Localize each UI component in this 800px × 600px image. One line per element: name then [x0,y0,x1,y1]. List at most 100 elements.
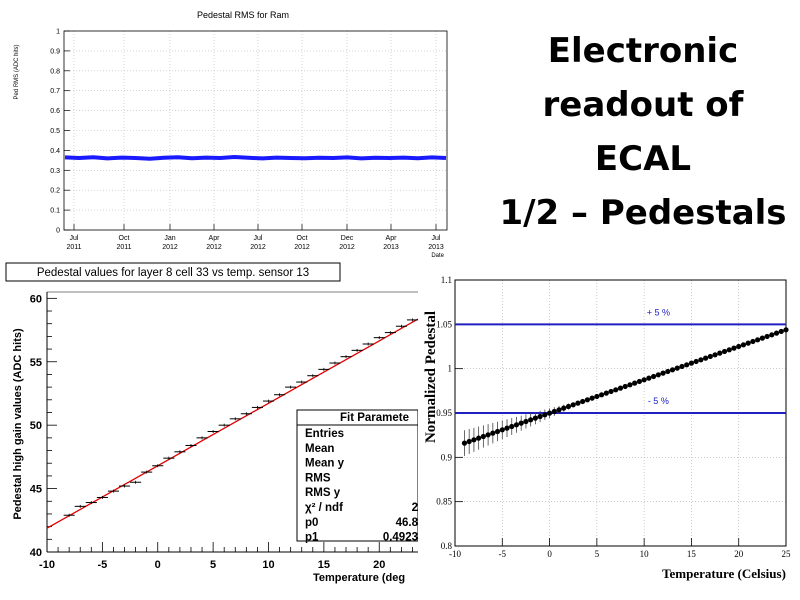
chart1-ytick-label: 0.7 [50,88,60,95]
chart3-point [698,357,704,363]
chart2-axes [46,291,418,553]
chart3-point [740,342,747,348]
chart3-point [660,370,666,376]
chart3-point [755,337,761,343]
chart3-point [731,345,737,351]
chart1-background [0,0,460,262]
chart1-yticks: 0 0.1 0.2 0.3 0.4 0.5 0.6 0.7 0.8 0.9 1 [50,29,70,235]
chart1-xtick-month: Jul [254,235,263,242]
chart3-point [528,417,534,423]
chart3-point [669,367,676,373]
chart3-point [712,352,718,358]
chart3-ylabel: Normalized Pedestal [423,311,439,443]
chart3-xticks: -10 -5 0 5 10 15 20 25 [449,538,791,559]
chart2-xlabel: Temperature (deg [313,572,405,584]
normalized-pedestal-chart: Normalized Pedestal Temperature (Celsius… [418,268,800,600]
chart3-point [537,413,543,420]
chart1-ytick-label: 0.9 [50,48,60,55]
chart2-ytick-label: 40 [30,547,42,559]
chart3-point [499,427,505,433]
chart3-point [679,363,685,370]
chart1-title: Pedestal RMS for Ram [197,10,289,20]
stats-row-value: 0.4923 [383,532,418,544]
chart1-xtick-year: 2013 [383,244,399,251]
chart3-point [476,435,482,441]
chart1-ytick-label: 0.8 [50,68,60,75]
chart1-xtick-year: 2011 [116,244,131,251]
chart3-xtick-label: -10 [449,549,461,559]
chart3-point [471,437,477,443]
stats-row-label: p0 [305,517,318,529]
chart1-xtick-year: 2012 [294,244,310,251]
chart3-point [556,407,562,413]
chart3-point [608,388,614,395]
chart2-xtick-label: 10 [262,559,274,571]
chart3-xtick-label: 5 [595,549,600,559]
chart1-xtick-month: Apr [209,235,221,242]
chart3-point [584,397,590,403]
chart3-point [513,422,520,428]
slide-title-line-2: readout of [542,85,744,125]
chart3-point [764,333,770,340]
chart3-point [561,405,567,411]
pedestal-vs-temp-chart: Pedestal values for layer 8 cell 33 vs t… [0,262,418,600]
chart3-ytick-label: 1.1 [441,275,452,285]
chart3-point [490,430,496,436]
chart3-point [570,402,576,408]
chart3-point [773,330,780,336]
chart3-point [589,395,595,401]
chart3-point [532,415,538,421]
chart3-ytick-label: 0.9 [441,452,453,462]
stats-row-label: RMS [305,472,331,484]
chart3-point [703,355,709,361]
chart1-xtick-month: Apr [386,235,398,242]
slide-title-line-3: ECAL [594,139,692,179]
chart1-ytick-label: 0 [56,228,60,235]
chart3-point [636,378,643,385]
chart2-title: Pedestal values for layer 8 cell 33 vs t… [37,267,309,279]
chart3-point [622,383,628,390]
stats-row-label: Entries [305,428,344,440]
chart3-point [726,347,732,353]
chart1-xtick-year: 2013 [428,244,444,251]
chart2-ytick-label: 60 [30,293,42,305]
chart1-xlabel: Date [431,253,444,259]
chart3-point [759,335,765,341]
chart1-xticks: Jul 2011 Oct 2011 Jan 2012 Apr 2012 Jul 2012 Oct 20… [66,224,444,251]
chart3-point [693,358,699,365]
chart3-point [509,423,515,430]
stats-row-label: Mean y [305,458,345,470]
chart3-point [778,328,784,335]
chart3-ytick-label: 0.95 [436,408,452,418]
chart2-ytick-label: 55 [30,357,42,369]
chart1-xtick-month: Dec [341,235,354,242]
chart3-ytick-label: 0.8 [441,541,453,551]
chart3-point [721,348,728,355]
chart1-series-line [64,155,447,161]
chart2-ytick-label: 50 [30,420,42,432]
chart3-xtick-label: 25 [782,549,792,559]
chart3-ytick-label: 1 [448,364,453,374]
chart2-xtick-label: -10 [39,559,55,571]
chart3-point [518,420,524,426]
stats-row-value: 2 [412,502,418,514]
chart1-ytick-label: 0.6 [50,108,60,115]
chart2-xticks: -10 -5 0 5 10 15 20 [39,542,413,571]
chart2-title-box [5,262,341,282]
chart3-point [480,433,486,440]
chart1-ylabel: Ped RMS (ADC hits) [14,44,20,99]
chart3-point [594,393,600,400]
chart2-ytick-label: 45 [30,484,42,496]
chart1-ytick-label: 1 [56,29,60,36]
chart3-reference-label: - 5 % [648,396,669,406]
chart1-ytick-label: 0.1 [50,208,60,215]
chart1-series [64,155,447,161]
chart3-point [546,410,553,416]
chart3-reference-label: + 5 % [647,307,670,317]
chart1-xtick-year: 2012 [206,244,222,251]
chart3-point [717,350,723,356]
chart3-point [632,380,638,386]
chart3-point [641,377,647,383]
chart1-xtick-year: 2012 [162,244,178,251]
chart3-point [466,438,472,445]
